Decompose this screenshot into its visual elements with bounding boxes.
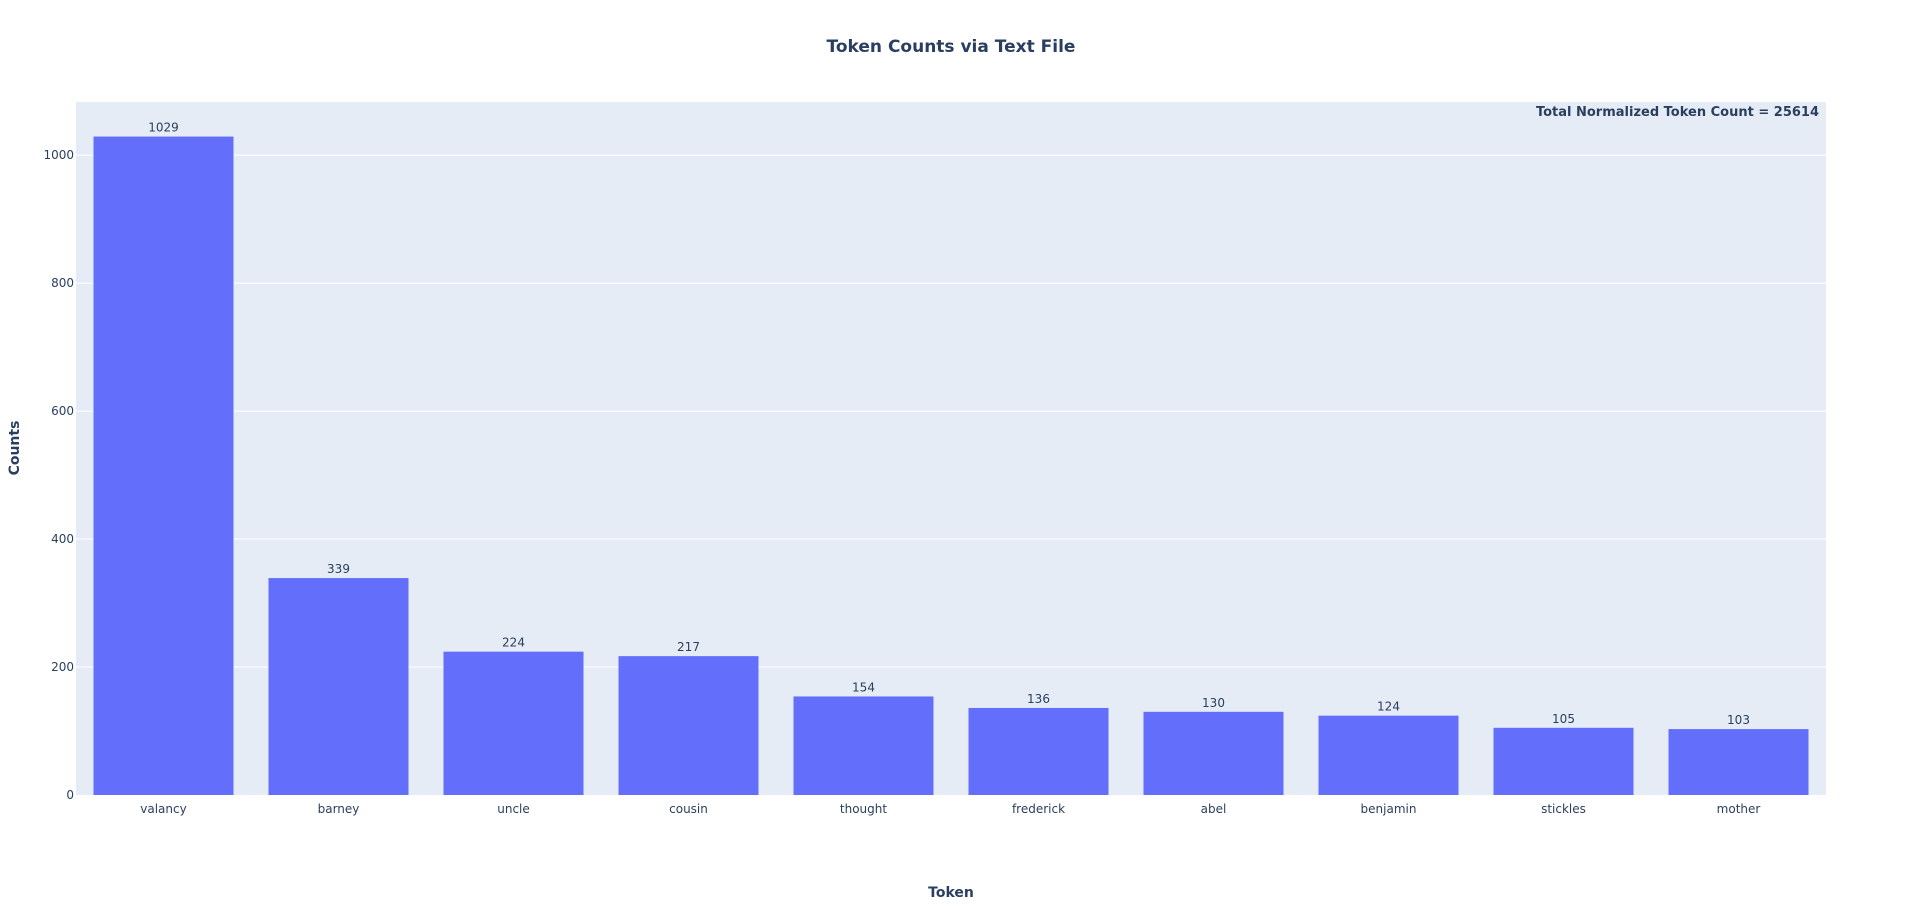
y-tick-label: 400 (51, 532, 74, 546)
chart-title: Token Counts via Text File (827, 37, 1076, 57)
x-tick-label: uncle (497, 802, 530, 816)
total-count-annotation: Total Normalized Token Count = 25614 (1536, 105, 1819, 120)
bar-value-label: 154 (852, 680, 875, 694)
x-tick-label: stickles (1541, 802, 1586, 816)
x-tick-label: benjamin (1361, 802, 1417, 816)
x-tick-label: thought (840, 802, 887, 816)
bar-value-label: 136 (1027, 692, 1050, 706)
y-tick-label: 600 (51, 404, 74, 418)
bar-value-label: 105 (1552, 712, 1575, 726)
x-axis-ticks: valancy barney uncle cousin thought frederick… (140, 802, 1760, 816)
bar-frederick (968, 707, 1109, 795)
x-tick-label: abel (1201, 802, 1227, 816)
bar-value-label: 124 (1377, 700, 1400, 714)
bar-thought (793, 696, 934, 795)
bar-valancy (93, 136, 234, 795)
x-tick-label: frederick (1012, 802, 1065, 816)
x-tick-label: cousin (669, 802, 708, 816)
bars (93, 136, 1809, 795)
bar-value-label: 339 (327, 562, 350, 576)
bar-barney (268, 578, 409, 795)
y-tick-label: 1000 (43, 148, 74, 162)
bar-mother (1668, 729, 1809, 795)
bar-value-labels: 1029 339 224 217 154 136 130 124 105 103 (148, 121, 1750, 728)
bar-abel (1143, 711, 1284, 795)
bar-value-label: 224 (502, 636, 525, 650)
x-tick-label: valancy (140, 802, 186, 816)
bar-uncle (443, 651, 584, 795)
y-axis-ticks: 0 200 400 600 800 1000 (43, 148, 74, 802)
x-axis-title: Token (928, 885, 974, 901)
x-tick-label: mother (1717, 802, 1761, 816)
bar-stickles (1493, 727, 1634, 795)
bar-benjamin (1318, 715, 1459, 795)
y-axis-title: Counts (7, 421, 23, 476)
bar-value-label: 103 (1727, 713, 1750, 727)
y-tick-label: 800 (51, 276, 74, 290)
y-tick-label: 200 (51, 660, 74, 674)
bar-value-label: 217 (677, 640, 700, 654)
bar-value-label: 1029 (148, 121, 179, 135)
bar-cousin (618, 656, 759, 795)
y-tick-label: 0 (66, 788, 74, 802)
x-tick-label: barney (318, 802, 360, 816)
bar-value-label: 130 (1202, 696, 1225, 710)
